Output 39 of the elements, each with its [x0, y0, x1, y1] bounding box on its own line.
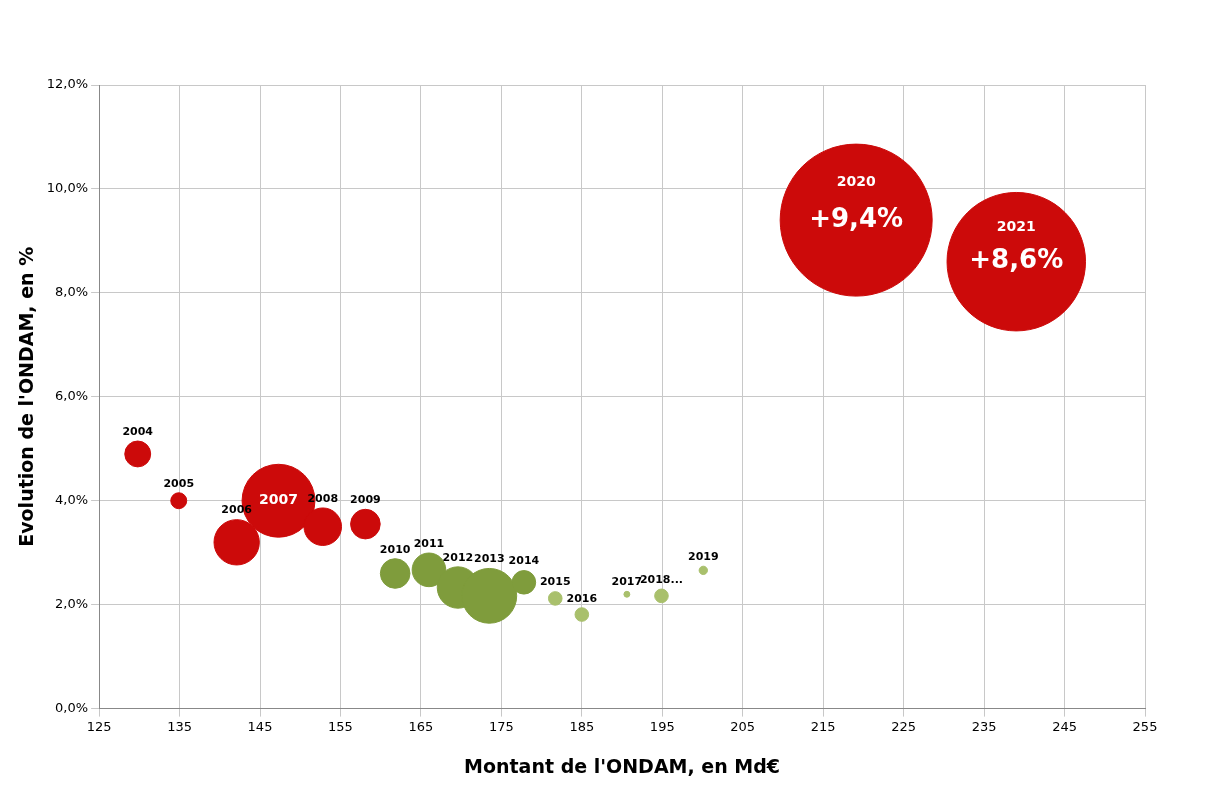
x-tick-label: 205 [730, 718, 756, 734]
y-tick-label: 2,0% [55, 596, 89, 612]
y-tick-label: 6,0% [55, 388, 89, 404]
annotation: 2016 [566, 591, 598, 605]
x-tick-label: 135 [167, 718, 192, 734]
annotation: 2019 [687, 550, 719, 564]
x-tick-label: 235 [971, 718, 997, 734]
x-tick-label: 215 [810, 718, 836, 734]
x-tick-label: 245 [1052, 718, 1077, 734]
annotation: 2005 [163, 476, 195, 490]
y-tick-label: 0,0% [55, 699, 89, 715]
annotation: 2014 [508, 554, 540, 568]
x-tick-label: 195 [649, 718, 675, 734]
annotation: 2007 [259, 491, 298, 508]
annotation: 2012 [442, 550, 474, 564]
annotation: 2004 [122, 424, 154, 438]
annotation: 2021 [996, 217, 1036, 234]
annotation: 2009 [350, 493, 381, 507]
x-tick-label: 125 [86, 718, 112, 734]
x-axis-title: Montant de l'ONDAM, en Md€ [464, 754, 781, 777]
x-tick-label: 255 [1132, 718, 1158, 734]
x-tick-label: 145 [247, 718, 273, 734]
annotation: 2013 [473, 552, 505, 566]
annotation: 2010 [379, 542, 411, 556]
x-tick-label: 155 [328, 718, 353, 734]
x-tick-label: 185 [569, 718, 595, 734]
x-tick-label: 175 [488, 718, 514, 734]
data-label: +8,6% [969, 244, 1064, 275]
annotation: 2011 [413, 536, 445, 550]
y-axis-title: Evolution de l'ONDAM, en % [15, 246, 38, 547]
y-tick-label: 12,0% [46, 76, 89, 92]
annotation: 2015 [539, 575, 571, 589]
x-tick-label: 165 [408, 718, 434, 734]
x-tick-label: 225 [891, 718, 917, 734]
data-label: +9,4% [809, 202, 904, 233]
annotation: 2020 [836, 172, 876, 189]
y-tick-label: 8,0% [55, 284, 89, 300]
y-tick-label: 4,0% [55, 492, 89, 508]
y-tick-label: 10,0% [46, 180, 89, 196]
